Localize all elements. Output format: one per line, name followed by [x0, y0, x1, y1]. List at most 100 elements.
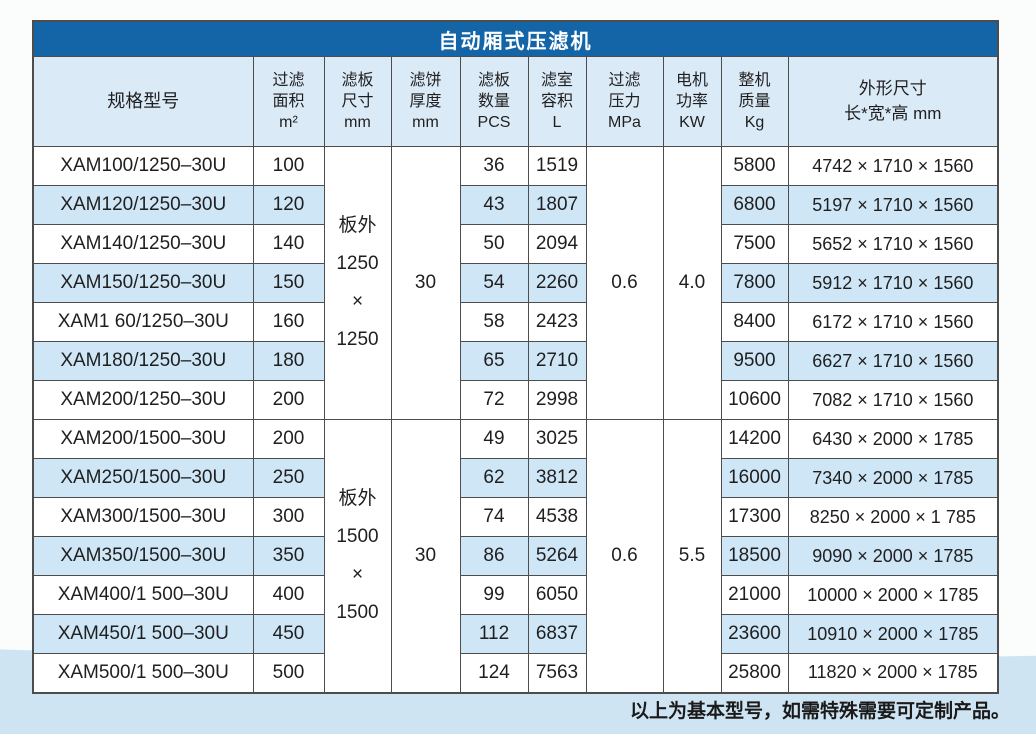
dimensions-cell: 6172 × 1710 × 1560	[787, 302, 999, 342]
chamber-volume-cell: 3025	[527, 419, 587, 459]
table-row: XAM400/1 500–30U 400 99 6050 21000 10000…	[32, 575, 999, 615]
cake-thickness-cell: 30	[390, 419, 461, 693]
header-row: 规格型号 过滤 面积 m² 滤板 尺寸 mm 滤饼 厚度 mm 滤板 数量 PC…	[32, 56, 999, 147]
area-cell: 100	[252, 146, 325, 186]
chamber-volume-cell: 2423	[527, 302, 587, 342]
plate-count-cell: 65	[459, 341, 529, 381]
plate-count-cell: 99	[459, 575, 529, 615]
area-cell: 150	[252, 263, 325, 303]
area-cell: 350	[252, 536, 325, 576]
plate-count-cell: 54	[459, 263, 529, 303]
weight-cell: 25800	[720, 653, 789, 693]
dimensions-cell: 7082 × 1710 × 1560	[787, 380, 999, 420]
chamber-volume-cell: 2094	[527, 224, 587, 264]
model-cell: XAM350/1500–30U	[32, 536, 254, 576]
model-cell: XAM150/1250–30U	[32, 263, 254, 303]
model-cell: XAM450/1 500–30U	[32, 614, 254, 654]
table-title: 自动厢式压滤机	[32, 20, 999, 57]
weight-cell: 5800	[720, 146, 789, 186]
weight-cell: 8400	[720, 302, 789, 342]
chamber-volume-cell: 1807	[527, 185, 587, 225]
model-cell: XAM1 60/1250–30U	[32, 302, 254, 342]
table-row: XAM200/1250–30U 200 72 2998 10600 7082 ×…	[32, 380, 999, 420]
plate-count-cell: 112	[459, 614, 529, 654]
plate-count-cell: 36	[459, 146, 529, 186]
area-cell: 120	[252, 185, 325, 225]
header-plate-count: 滤板 数量 PCS	[459, 56, 529, 147]
area-cell: 160	[252, 302, 325, 342]
plate-count-cell: 74	[459, 497, 529, 537]
power-cell: 5.5	[662, 419, 722, 693]
weight-cell: 16000	[720, 458, 789, 498]
chamber-volume-cell: 1519	[527, 146, 587, 186]
group-1250: XAM100/1250–30U 100 板外 1250 × 1250 30 36…	[32, 146, 999, 420]
pressure-cell: 0.6	[585, 146, 664, 420]
plate-size-cell: 板外 1500 × 1500	[323, 419, 392, 693]
title-row: 自动厢式压滤机	[32, 20, 999, 57]
model-cell: XAM100/1250–30U	[32, 146, 254, 186]
spec-table: 自动厢式压滤机 规格型号 过滤 面积 m² 滤板 尺寸 mm 滤饼 厚度 mm …	[32, 20, 1000, 694]
table-row: XAM140/1250–30U 140 50 2094 7500 5652 × …	[32, 224, 999, 264]
table-row: XAM300/1500–30U 300 74 4538 17300 8250 ×…	[32, 497, 999, 537]
weight-cell: 23600	[720, 614, 789, 654]
area-cell: 450	[252, 614, 325, 654]
plate-count-cell: 72	[459, 380, 529, 420]
plate-count-cell: 124	[459, 653, 529, 693]
plate-count-cell: 86	[459, 536, 529, 576]
dimensions-cell: 5197 × 1710 × 1560	[787, 185, 999, 225]
power-cell: 4.0	[662, 146, 722, 420]
chamber-volume-cell: 2710	[527, 341, 587, 381]
spec-table-container: 自动厢式压滤机 规格型号 过滤 面积 m² 滤板 尺寸 mm 滤饼 厚度 mm …	[32, 20, 1000, 694]
footer-note: 以上为基本型号，如需特殊需要可定制产品。	[629, 701, 1010, 722]
plate-size-cell: 板外 1250 × 1250	[323, 146, 392, 420]
header-dimensions: 外形尺寸 长*宽*高 mm	[787, 56, 999, 147]
header-cake-thickness: 滤饼 厚度 mm	[390, 56, 461, 147]
plate-count-cell: 50	[459, 224, 529, 264]
plate-count-cell: 62	[459, 458, 529, 498]
header-pressure: 过滤 压力 MPa	[585, 56, 664, 147]
weight-cell: 9500	[720, 341, 789, 381]
chamber-volume-cell: 6837	[527, 614, 587, 654]
weight-cell: 7800	[720, 263, 789, 303]
table-row: XAM100/1250–30U 100 板外 1250 × 1250 30 36…	[32, 146, 999, 420]
plate-count-cell: 58	[459, 302, 529, 342]
area-cell: 500	[252, 653, 325, 693]
header-chamber-volume: 滤室 容积 L	[527, 56, 587, 147]
table-row: XAM200/1500–30U 200 板外 1500 × 1500 30 49…	[32, 419, 999, 693]
chamber-volume-cell: 3812	[527, 458, 587, 498]
area-cell: 180	[252, 341, 325, 381]
plate-count-cell: 43	[459, 185, 529, 225]
chamber-volume-cell: 5264	[527, 536, 587, 576]
chamber-volume-cell: 4538	[527, 497, 587, 537]
dimensions-cell: 5912 × 1710 × 1560	[787, 263, 999, 303]
weight-cell: 21000	[720, 575, 789, 615]
model-cell: XAM180/1250–30U	[32, 341, 254, 381]
area-cell: 200	[252, 380, 325, 420]
model-cell: XAM200/1250–30U	[32, 380, 254, 420]
table-row: XAM120/1250–30U 120 43 1807 6800 5197 × …	[32, 185, 999, 225]
chamber-volume-cell: 2260	[527, 263, 587, 303]
dimensions-cell: 11820 × 2000 × 1785	[787, 653, 999, 693]
header-filter-area: 过滤 面积 m²	[252, 56, 325, 147]
area-cell: 400	[252, 575, 325, 615]
chamber-volume-cell: 7563	[527, 653, 587, 693]
table-row: XAM500/1 500–30U 500 124 7563 25800 1182…	[32, 653, 999, 693]
weight-cell: 17300	[720, 497, 789, 537]
pressure-cell: 0.6	[585, 419, 664, 693]
table-row: XAM450/1 500–30U 450 112 6837 23600 1091…	[32, 614, 999, 654]
header-plate-size: 滤板 尺寸 mm	[323, 56, 392, 147]
model-cell: XAM500/1 500–30U	[32, 653, 254, 693]
area-cell: 250	[252, 458, 325, 498]
chamber-volume-cell: 6050	[527, 575, 587, 615]
dimensions-cell: 6430 × 2000 × 1785	[787, 419, 999, 459]
model-cell: XAM120/1250–30U	[32, 185, 254, 225]
dimensions-cell: 6627 × 1710 × 1560	[787, 341, 999, 381]
plate-count-cell: 49	[459, 419, 529, 459]
header-model: 规格型号	[32, 56, 254, 147]
model-cell: XAM140/1250–30U	[32, 224, 254, 264]
weight-cell: 7500	[720, 224, 789, 264]
model-cell: XAM400/1 500–30U	[32, 575, 254, 615]
weight-cell: 6800	[720, 185, 789, 225]
area-cell: 140	[252, 224, 325, 264]
table-row: XAM1 60/1250–30U 160 58 2423 8400 6172 ×…	[32, 302, 999, 342]
